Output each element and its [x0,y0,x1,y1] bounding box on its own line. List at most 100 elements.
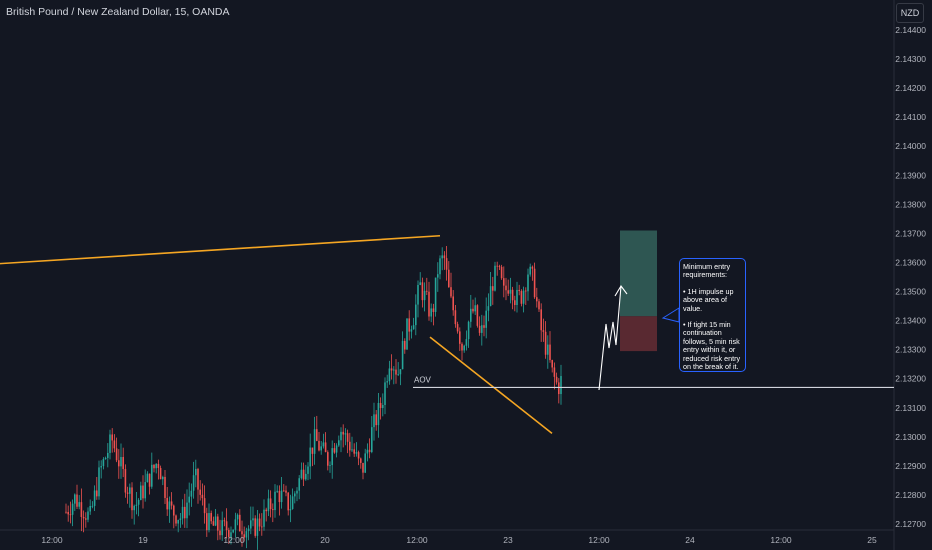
candle-body [478,325,481,333]
note-line-3: • If tight 15 min continuation follows, … [683,320,741,372]
candle-body [555,376,558,383]
candle-body [368,449,371,453]
candle-body [404,340,406,350]
candle-body [472,308,474,312]
time-tick-label: 25 [867,535,877,545]
candle-body [338,440,340,446]
candle-body [186,502,188,519]
time-tick-label: 12:00 [41,535,63,545]
price-tick-label: 2.13800 [895,199,926,209]
candle-body [241,531,243,535]
candle-body [538,301,540,310]
candle-body [250,520,252,529]
candle-body [459,331,461,344]
candle-body [109,434,111,453]
candle-body [390,368,393,371]
candle-body [393,369,395,371]
candle-body [522,290,525,304]
time-axis[interactable]: 12:00 19 12:00 20 12:00 23 12:00 24 12:00 25 [41,535,877,545]
candle-body [85,518,87,520]
candle-body [269,498,272,510]
candle-body [263,509,265,527]
candle-body [265,509,267,512]
candle-body [379,402,382,409]
candle-body [309,447,311,467]
price-axis[interactable]: 2.14400 2.14300 2.14200 2.14100 2.14000 2.139… [895,25,926,529]
candle-body [120,457,122,467]
candle-body [311,447,314,454]
candle-body [159,467,162,480]
candle-body [470,308,472,322]
candle-body [214,516,217,526]
projected-path [598,285,622,391]
candle-body [434,277,437,312]
candle-body [100,466,102,468]
candle-body [329,465,331,466]
candle-body [124,469,127,493]
price-tick-label: 2.13600 [895,257,926,267]
candle-body [417,284,419,305]
candle-body [190,490,193,497]
candle-body [410,329,413,332]
drawings-layer: AOV [0,230,894,434]
currency-badge[interactable]: NZD [896,3,924,23]
candle-body [76,494,78,507]
candle-body [179,518,182,520]
candle-body [346,433,349,442]
candle-body [382,404,384,409]
candle-body [289,508,292,511]
candle-body [498,266,501,267]
candle-body [362,462,364,473]
candle-body [228,530,230,537]
candle-body [140,485,142,500]
candle-body [296,490,298,494]
candle-body [236,514,239,520]
candle-body [217,516,219,531]
symbol-title: British Pound / New Zealand Dollar, 15, … [6,6,230,18]
price-tick-label: 2.14200 [895,83,926,93]
candle-body [481,325,483,333]
candle-body [335,445,338,453]
candle-body [450,287,452,297]
candle-body [93,490,96,506]
candle-body [388,368,391,382]
candle-body [219,530,221,536]
candle-body [133,505,135,511]
candle-body [485,310,487,328]
candle-body [197,468,199,490]
candle-body [461,343,463,351]
candle-body [223,520,226,522]
candle-body [340,431,342,441]
candle-body [144,482,146,499]
candle-body [177,519,179,524]
candle-body [181,506,184,519]
candle-body [113,440,116,449]
candle-body [549,344,551,361]
candle-body [151,464,153,487]
candle-body [476,305,479,326]
candle-body [78,502,80,507]
candle-body [96,490,98,497]
candle-body [505,285,507,291]
candle-body [428,291,430,317]
candle-body [203,498,206,514]
candle-body [509,289,512,294]
price-tick-label: 2.13000 [895,432,926,442]
descending-trendline [429,336,553,434]
candle-body [302,469,305,480]
candle-body [89,505,91,512]
trade-note[interactable]: Minimum entry requirements: • 1H impulse… [679,258,746,372]
candle-body [531,266,534,269]
candle-body [542,330,545,332]
candle-body [254,518,256,536]
candle-body [168,501,171,510]
candle-body [280,490,283,503]
candle-body [153,464,155,469]
candle-body [547,344,549,355]
candle-body [192,475,195,491]
candle-body [456,324,459,332]
candle-body [489,286,492,307]
candle-body [401,340,404,370]
candle-body [520,291,523,304]
